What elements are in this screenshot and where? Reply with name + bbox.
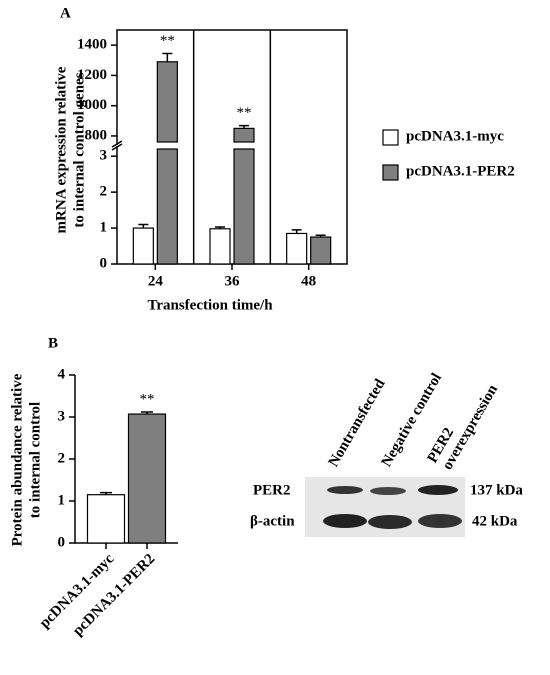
axis-break (111, 140, 123, 151)
significance-label: ** (160, 33, 175, 49)
blot-row-label: PER2 (253, 482, 291, 498)
bar (209, 228, 231, 265)
y-tick-label: 2 (58, 450, 66, 466)
bar (156, 61, 178, 143)
error-bar (100, 491, 112, 495)
legend-label: pcDNA3.1-myc (406, 128, 504, 144)
y-tick-label: 3 (100, 148, 108, 164)
bar (156, 148, 178, 265)
y-tick-label: 1200 (77, 67, 107, 83)
bar (86, 494, 126, 544)
y-axis-label: to internal control genes (71, 72, 87, 227)
bar (310, 236, 332, 265)
x-tick-label: pcDNA3.1-myc (37, 551, 118, 632)
blot-size-label: 137 kDa (470, 482, 523, 498)
y-axis-label: mRNA expression relative (53, 66, 69, 233)
panel-label: B (48, 335, 58, 351)
y-tick-label: 4 (58, 366, 66, 382)
lane-label: Nontransfected (326, 376, 389, 470)
y-tick-label: 3 (58, 408, 66, 424)
legend-swatch (382, 129, 399, 146)
bar (132, 227, 154, 265)
y-tick-label: 1 (100, 220, 108, 236)
x-tick-label: 24 (148, 273, 164, 289)
bar (127, 413, 167, 544)
y-tick-label: 800 (85, 127, 108, 143)
error-bar (239, 124, 249, 129)
error-bar (138, 223, 149, 229)
blot-size-label: 42 kDa (472, 513, 518, 529)
blot-image (305, 477, 465, 537)
error-bar (291, 229, 302, 234)
x-axis-label: Transfection time/h (147, 297, 273, 313)
legend-label: pcDNA3.1-PER2 (406, 163, 515, 179)
y-axis-label: Protein abundance relative (9, 373, 25, 546)
y-tick-label: 2 (100, 184, 108, 200)
x-tick-label: 36 (225, 273, 241, 289)
error-bar (141, 411, 153, 415)
significance-label: ** (237, 105, 252, 121)
error-bar (315, 234, 326, 238)
panel-label: A (60, 5, 71, 21)
blot-row-label: β-actin (250, 513, 295, 529)
y-tick-label: 0 (58, 534, 66, 550)
legend-swatch (382, 164, 399, 181)
x-tick-label: 48 (301, 273, 316, 289)
y-tick-label: 1000 (77, 97, 107, 113)
error-bar (215, 226, 225, 229)
y-axis-label: to internal control (27, 402, 43, 518)
y-tick-label: 1400 (77, 37, 107, 53)
error-bar (162, 52, 173, 62)
y-tick-label: 1 (58, 492, 66, 508)
bar (233, 148, 255, 265)
y-tick-label: 0 (100, 255, 108, 271)
lane-label: overexpression (440, 382, 502, 473)
significance-label: ** (140, 391, 155, 407)
bar (233, 127, 255, 143)
bar (286, 232, 308, 265)
